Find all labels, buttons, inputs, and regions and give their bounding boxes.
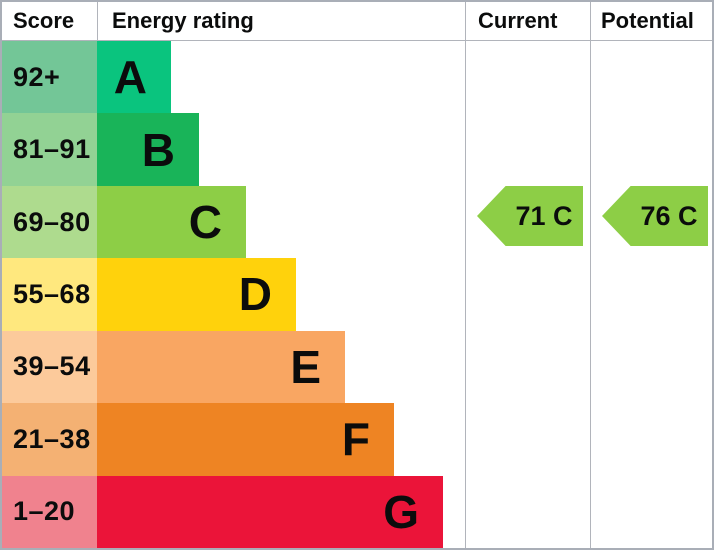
band-letter: A (113, 51, 147, 104)
header-energy-rating: Energy rating (112, 8, 254, 33)
score-range-label: 1–20 (2, 475, 97, 548)
rating-bar-g: G (97, 475, 443, 548)
band-letter: E (290, 340, 321, 393)
rating-bar-b: B (97, 113, 199, 186)
band-row-f: 21–38 F (2, 403, 712, 476)
score-range-label: 55–68 (2, 258, 97, 331)
band-row-e: 39–54 E (2, 330, 712, 404)
header-potential: Potential (601, 8, 694, 33)
band-row-c: 69–80 C (2, 185, 712, 259)
band-row-d: 55–68 D (2, 258, 712, 331)
band-letter: F (341, 413, 370, 466)
band-rows: 92+ A 81–91 B 69–80 C 55–68 D 39–54 E 21… (2, 41, 712, 548)
rating-bar-a: A (97, 41, 171, 114)
score-range-label: 21–38 (2, 403, 97, 476)
rating-bar-f: F (97, 403, 394, 476)
score-range-label: 39–54 (2, 330, 97, 404)
chart-header: Score Energy rating Current Potential (2, 2, 712, 40)
band-letter: B (141, 123, 175, 176)
score-range-label: 92+ (2, 41, 97, 114)
divider-current-column (465, 2, 466, 548)
score-range-label: 81–91 (2, 113, 97, 186)
rating-bar-e: E (97, 330, 345, 404)
band-letter: G (383, 485, 419, 538)
current-rating-value: 71 C (515, 200, 573, 231)
header-score: Score (13, 8, 75, 33)
rating-bar-d: D (97, 258, 296, 331)
band-row-b: 81–91 B (2, 113, 712, 186)
divider-score-rating (97, 2, 98, 40)
band-row-g: 1–20 G (2, 475, 712, 548)
rating-bar-c: C (97, 185, 246, 259)
header-current: Current (478, 8, 558, 33)
potential-rating-value: 76 C (640, 200, 698, 231)
band-letter: D (238, 268, 272, 321)
band-letter: C (188, 196, 222, 249)
divider-potential-column (590, 2, 591, 548)
score-range-label: 69–80 (2, 185, 97, 259)
band-row-a: 92+ A (2, 41, 712, 114)
header-underline (2, 40, 712, 41)
